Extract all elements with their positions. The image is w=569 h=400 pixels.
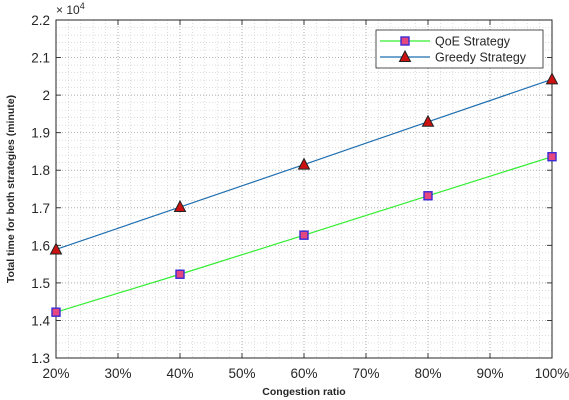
y-multiplier-exponent: 4 (80, 1, 85, 11)
y-tick-label: 1.4 (31, 313, 50, 328)
qoe-marker (547, 152, 557, 162)
y-tick-label: 2.1 (31, 51, 50, 66)
qoe-marker (400, 36, 410, 46)
legend-label-greedy: Greedy Strategy (435, 51, 527, 65)
greedy-marker (421, 114, 435, 127)
x-tick-label: 80% (414, 366, 441, 381)
greedy-marker (545, 72, 559, 85)
y-tick-label: 1.7 (31, 201, 50, 216)
qoe-marker (299, 230, 309, 240)
y-tick-label: 2.2 (31, 13, 50, 28)
y-tick-label: 1.6 (31, 238, 50, 253)
greedy-series (49, 72, 559, 255)
y-tick-label: 1.3 (31, 351, 50, 366)
series-layer (49, 72, 559, 317)
x-tick-label: 40% (166, 366, 193, 381)
x-tick-label: 60% (290, 366, 317, 381)
greedy-marker (173, 199, 187, 213)
greedy-marker (297, 157, 311, 170)
y-multiplier-base: × 10 (56, 3, 80, 17)
qoe-marker (423, 191, 433, 201)
y-tick-label: 1.8 (31, 163, 50, 178)
x-tick-label: 50% (228, 366, 255, 381)
tick-layer (55, 19, 553, 359)
y-tick-label: 1.5 (31, 276, 50, 291)
x-tick-label: 30% (104, 366, 131, 381)
x-tick-label: 90% (476, 366, 503, 381)
x-axis-title: Congestion ratio (262, 386, 345, 398)
qoe-series (51, 152, 557, 317)
legend-label-qoe: QoE Strategy (435, 35, 511, 49)
x-tick-label: 100% (535, 366, 569, 381)
label-layer: 20% 30% 40% 50% 60% 70% 80% 90% 100% 1.3 1.4 1.5 1.6… (31, 13, 569, 381)
qoe-marker (175, 269, 185, 279)
qoe-marker (51, 307, 61, 317)
legend: QoE Strategy Greedy Strategy (375, 29, 544, 69)
grid-layer (55, 19, 553, 359)
greedy-marker (398, 49, 412, 62)
greedy-marker (49, 242, 63, 255)
y-axis-title: Total time for both strategies (minute) (5, 95, 17, 283)
y-tick-label: 1.9 (31, 126, 50, 141)
x-tick-label: 20% (42, 366, 69, 381)
y-tick-label: 2 (42, 88, 50, 103)
x-tick-label: 70% (352, 366, 379, 381)
y-axis-multiplier: × 104 (56, 1, 85, 17)
